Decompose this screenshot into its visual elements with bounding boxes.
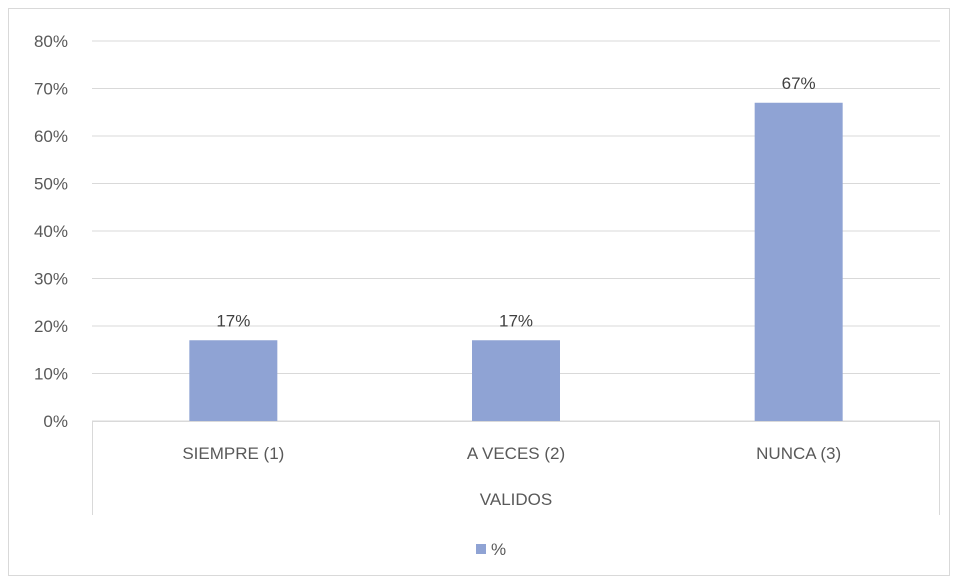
category-label: SIEMPRE (1) — [182, 444, 284, 463]
y-tick-label: 0% — [43, 412, 68, 431]
y-tick-label: 80% — [34, 32, 68, 51]
y-axis-tick-labels: 0% 10% 20% 30% 40% 50% 60% 70% 80% — [34, 32, 68, 431]
y-tick-label: 40% — [34, 222, 68, 241]
data-label: 67% — [782, 74, 816, 93]
bar — [754, 102, 843, 421]
bar — [472, 340, 560, 421]
legend-label: % — [491, 540, 506, 559]
category-axis: SIEMPRE (1) A VECES (2) NUNCA (3) VALIDOS — [92, 421, 940, 515]
y-tick-label: 70% — [34, 80, 68, 99]
legend: % — [476, 540, 506, 559]
data-label: 17% — [216, 311, 250, 330]
y-tick-label: 10% — [34, 365, 68, 384]
category-label: NUNCA (3) — [756, 444, 841, 463]
y-tick-label: 30% — [34, 270, 68, 289]
group-label: VALIDOS — [480, 490, 552, 509]
bars: 17% 17% 67% — [189, 74, 843, 421]
y-tick-label: 20% — [34, 317, 68, 336]
legend-swatch — [476, 544, 486, 554]
y-tick-label: 60% — [34, 127, 68, 146]
data-label: 17% — [499, 311, 533, 330]
y-tick-label: 50% — [34, 175, 68, 194]
bar — [189, 340, 278, 421]
category-label: A VECES (2) — [467, 444, 565, 463]
